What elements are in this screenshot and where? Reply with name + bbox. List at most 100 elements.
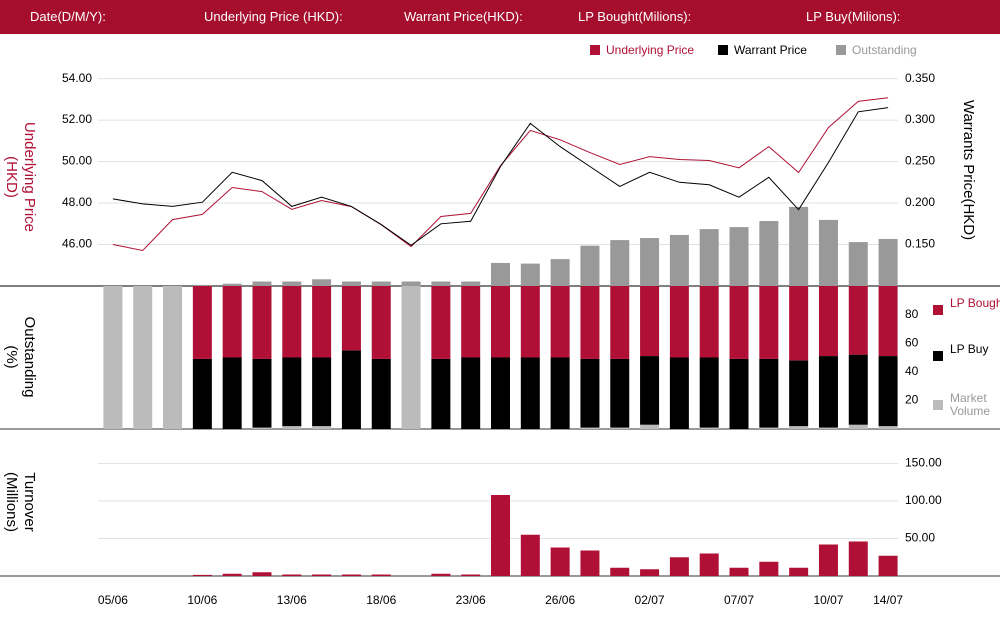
stack-segment: [640, 286, 660, 357]
x-tick-label: 05/06: [98, 593, 128, 607]
stack-segment: [133, 286, 153, 429]
y-tick-label: 40: [905, 364, 919, 378]
x-tick-label: 26/06: [545, 593, 575, 607]
x-tick-label: 23/06: [456, 593, 486, 607]
stack-segment: [312, 426, 332, 429]
bar: [550, 547, 570, 576]
x-tick-label: 10/07: [813, 593, 843, 607]
stack-segment: [282, 286, 302, 358]
stack-segment: [669, 357, 689, 429]
bar: [640, 569, 660, 576]
stack-segment: [818, 356, 838, 428]
stack-segment: [520, 286, 540, 358]
bar: [461, 574, 481, 576]
y-tick-label: 54.00: [62, 71, 92, 85]
y2-axis-label: Warrants Price(HKD): [960, 99, 977, 241]
outstanding-bar: [192, 284, 212, 286]
y-tick-label: 52.00: [62, 112, 92, 126]
x-tick-label: 13/06: [277, 593, 307, 607]
stack-segment: [789, 360, 809, 427]
stack-segment: [818, 286, 838, 357]
y-axis-label: Outstanding (%): [3, 316, 38, 398]
legend-swatch: [590, 45, 600, 55]
bar: [520, 534, 540, 576]
stack-segment: [759, 427, 779, 429]
stack-segment: [640, 356, 660, 425]
outstanding-bar: [878, 238, 898, 286]
legend-label: Outstanding: [852, 43, 917, 57]
stack-segment: [759, 286, 779, 359]
y2-tick-label: 0.250: [905, 154, 935, 168]
x-tick-label: 02/07: [635, 593, 665, 607]
bar: [610, 567, 630, 576]
stack-segment: [461, 357, 481, 429]
bar: [848, 541, 868, 576]
outstanding-bar: [550, 259, 570, 286]
bar: [371, 574, 391, 576]
outstanding-bar: [818, 219, 838, 286]
stack-segment: [103, 286, 123, 429]
outstanding-bar: [222, 283, 242, 286]
bar: [580, 550, 600, 576]
stack-segment: [282, 357, 302, 427]
header-label: Underlying Price (HKD):: [204, 9, 343, 24]
stack-segment: [192, 286, 212, 359]
bar: [729, 567, 749, 576]
stack-segment: [163, 286, 183, 429]
stack-segment: [282, 426, 302, 429]
legend-swatch: [836, 45, 846, 55]
outstanding-bar: [789, 206, 809, 286]
outstanding-bar: [252, 281, 272, 286]
bar: [789, 567, 809, 576]
bar: [669, 557, 689, 576]
outstanding-bar: [341, 281, 361, 286]
legend-label: LP Buy: [950, 342, 989, 356]
y2-tick-label: 0.300: [905, 112, 935, 126]
stack-segment: [610, 427, 630, 429]
outstanding-bar: [580, 245, 600, 286]
y2-tick-label: 0.350: [905, 71, 935, 85]
legend-swatch: [933, 351, 943, 361]
stack-segment: [669, 286, 689, 358]
stack-segment: [192, 358, 212, 429]
bar: [818, 544, 838, 576]
outstanding-bar: [669, 234, 689, 286]
outstanding-bar: [759, 221, 779, 286]
y-tick-label: 48.00: [62, 195, 92, 209]
stack-segment: [461, 286, 481, 358]
stack-segment: [431, 286, 451, 359]
outstanding-bar: [282, 281, 302, 286]
stack-segment: [878, 286, 898, 357]
stack-segment: [580, 427, 600, 429]
outstanding-bar: [729, 227, 749, 286]
stack-segment: [640, 424, 660, 429]
legend-label: LP Bought: [950, 296, 1000, 310]
bar: [282, 574, 302, 576]
stack-segment: [431, 358, 451, 429]
bar: [759, 561, 779, 576]
stack-segment: [729, 286, 749, 359]
stack-segment: [878, 356, 898, 427]
bar: [341, 574, 361, 576]
y2-tick-label: 0.200: [905, 195, 935, 209]
outstanding-bar: [371, 281, 391, 286]
x-tick-label: 18/06: [366, 593, 396, 607]
stack-segment: [252, 427, 272, 429]
outstanding-bar: [491, 262, 510, 286]
stack-segment: [848, 354, 868, 425]
y2-tick-label: 0.150: [905, 237, 935, 251]
y-tick-label: 46.00: [62, 237, 92, 251]
y-axis-label: Underlying Price (HKD): [3, 121, 38, 233]
stack-segment: [550, 357, 570, 429]
outstanding-bar: [848, 242, 868, 286]
header-label: LP Bought(Milions):: [578, 9, 692, 24]
outstanding-bar: [520, 263, 540, 286]
stack-segment: [371, 286, 391, 359]
stack-segment: [252, 358, 272, 428]
stack-segment: [729, 358, 749, 429]
stack-segment: [759, 358, 779, 428]
stack-segment: [848, 424, 868, 429]
header-bar: Date(D/M/Y): Underlying Price (HKD): War…: [0, 0, 1000, 34]
